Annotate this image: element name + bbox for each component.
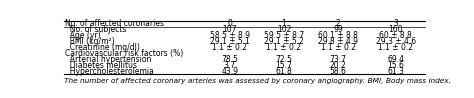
Text: 102: 102 [277, 25, 291, 34]
Text: 1.1 ± 0.2: 1.1 ± 0.2 [378, 43, 413, 52]
Text: 61.3: 61.3 [387, 67, 404, 76]
Text: 1.1 ± 0.2: 1.1 ± 0.2 [212, 43, 247, 52]
Text: 2: 2 [336, 19, 340, 28]
Text: 73.7: 73.7 [329, 55, 346, 64]
Text: Diabetes mellitus: Diabetes mellitus [65, 61, 137, 70]
Text: 0: 0 [228, 19, 232, 28]
Text: 72.5: 72.5 [275, 55, 292, 64]
Text: 58.5 ± 8.9: 58.5 ± 8.9 [210, 31, 250, 40]
Text: 107: 107 [222, 25, 237, 34]
Text: BMI (kg/m²): BMI (kg/m²) [65, 37, 114, 46]
Text: 15.7: 15.7 [275, 61, 292, 70]
Text: 29.3 ± 4.6: 29.3 ± 4.6 [376, 37, 416, 46]
Text: No. of affected coronaries: No. of affected coronaries [65, 19, 164, 28]
Text: 1.1 ± 0.2: 1.1 ± 0.2 [266, 43, 301, 52]
Text: Cardiovascular risk factors (%): Cardiovascular risk factors (%) [65, 49, 183, 58]
Text: Hypercholesterolemia: Hypercholesterolemia [65, 67, 154, 76]
Text: 69.4: 69.4 [387, 55, 404, 64]
Text: The number of affected coronary arteries was assessed by coronary angiography. B: The number of affected coronary arteries… [64, 78, 451, 84]
Text: 1: 1 [282, 19, 286, 28]
Text: 58.6: 58.6 [329, 67, 346, 76]
Text: 78.5: 78.5 [221, 55, 238, 64]
Text: Creatinine (mg/dl): Creatinine (mg/dl) [65, 43, 140, 52]
Text: 1.1 ± 0.2: 1.1 ± 0.2 [320, 43, 356, 52]
Text: Age (yr): Age (yr) [65, 31, 100, 40]
Text: 29.1 ± 5.2: 29.1 ± 5.2 [264, 37, 304, 46]
Text: No. of subjects: No. of subjects [65, 25, 126, 34]
Text: 99: 99 [333, 25, 343, 34]
Text: Arterial hypertension: Arterial hypertension [65, 55, 151, 64]
Text: 15.6: 15.6 [387, 61, 404, 70]
Text: 61.8: 61.8 [275, 67, 292, 76]
Text: 160: 160 [389, 25, 403, 34]
Text: 3: 3 [393, 19, 398, 28]
Text: 59.5 ± 8.7: 59.5 ± 8.7 [264, 31, 304, 40]
Text: 3.7: 3.7 [224, 61, 236, 70]
Text: 29.8 ± 4.9: 29.8 ± 4.9 [318, 37, 358, 46]
Text: 20.2: 20.2 [330, 61, 346, 70]
Text: 60 ± 8.8: 60 ± 8.8 [380, 31, 412, 40]
Text: 60.1 ± 8.8: 60.1 ± 8.8 [318, 31, 358, 40]
Text: 43.9: 43.9 [221, 67, 238, 76]
Text: 29.1 ± 5.1: 29.1 ± 5.1 [210, 37, 250, 46]
